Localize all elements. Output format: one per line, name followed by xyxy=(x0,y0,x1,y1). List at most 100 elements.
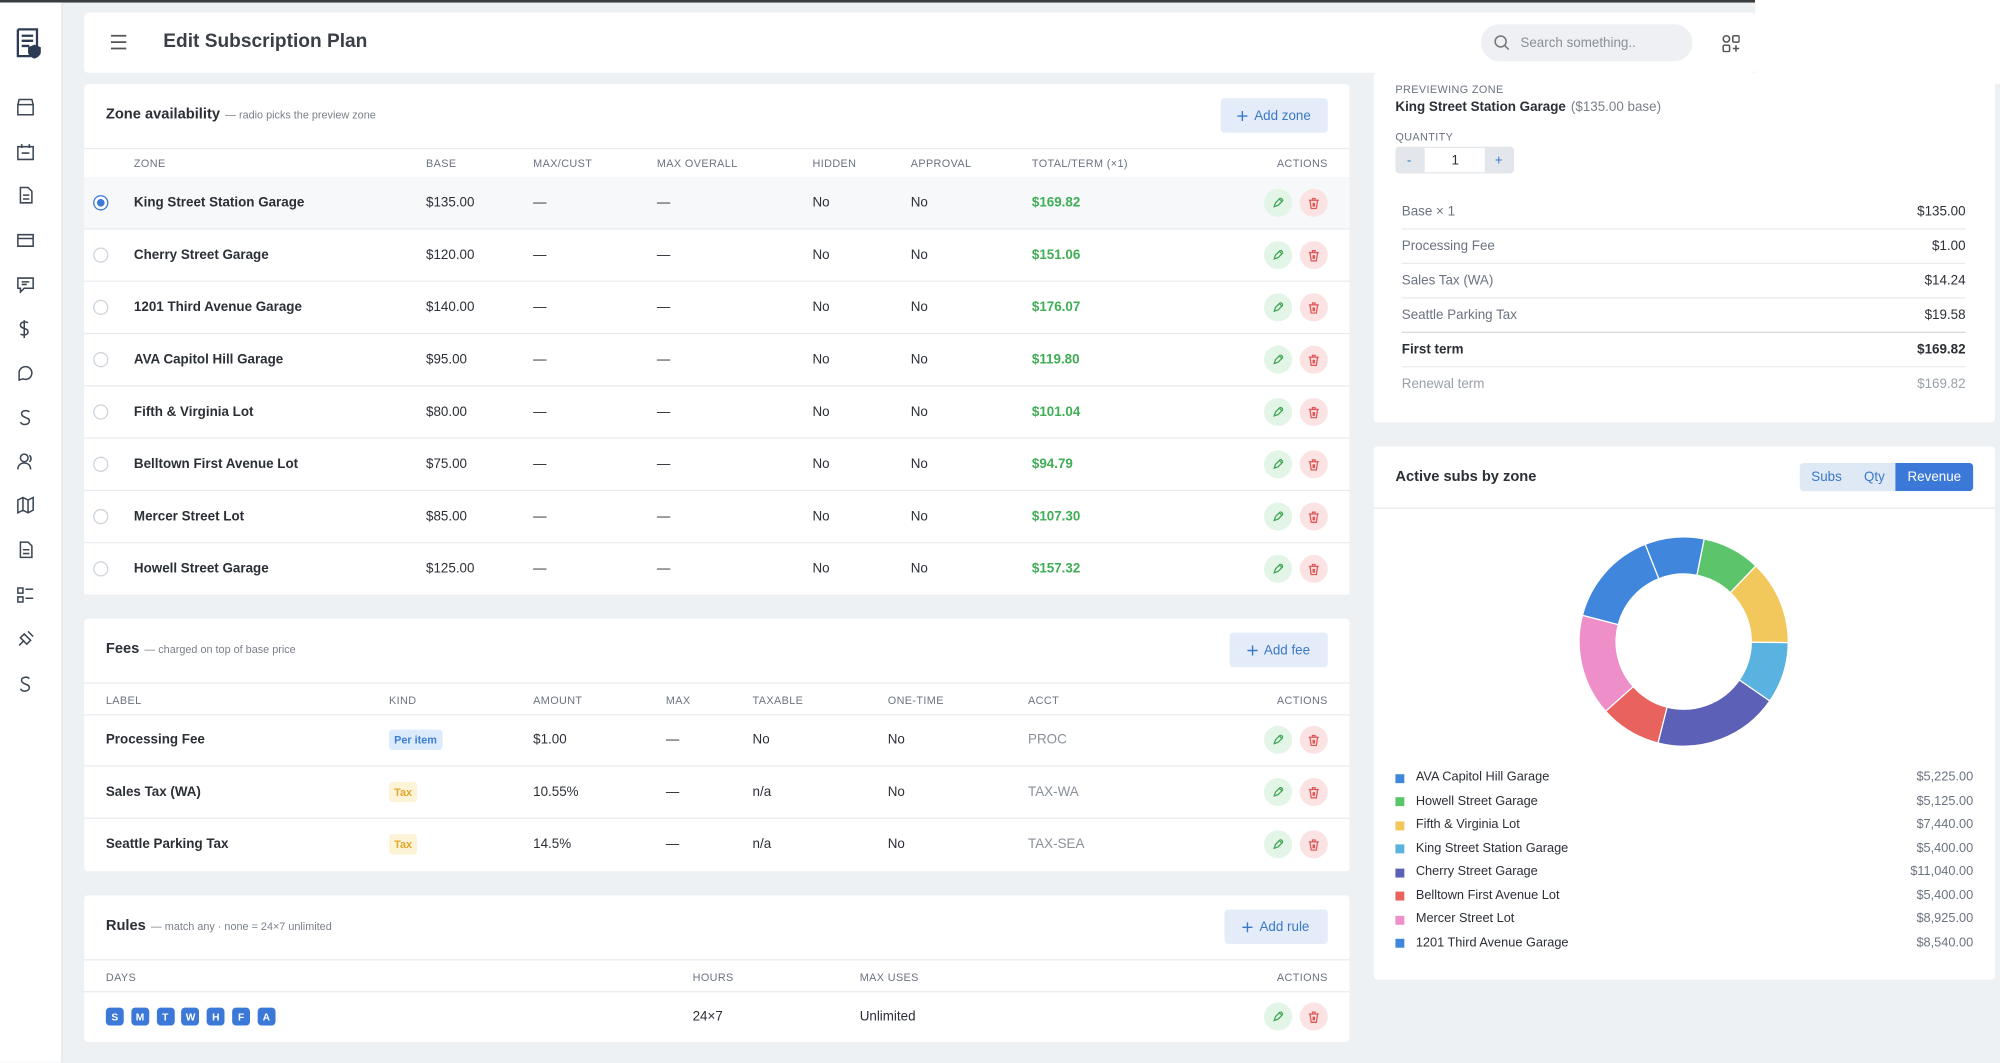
legend-swatch xyxy=(1395,867,1405,877)
edit-button[interactable] xyxy=(1264,188,1293,217)
zone-cell: $85.00 xyxy=(426,508,467,525)
nav-icon[interactable] xyxy=(17,231,35,249)
edit-button[interactable] xyxy=(1264,725,1293,754)
zone-cell: No xyxy=(812,247,830,263)
zone-cell: $94.79 xyxy=(1031,456,1073,472)
nav-icon[interactable] xyxy=(17,675,35,693)
column-header: ACTIONS xyxy=(1276,970,1328,984)
divider xyxy=(1401,297,1966,299)
fee-cell: TAX-WA xyxy=(1028,784,1079,800)
legend-swatch xyxy=(1395,773,1405,783)
tab[interactable]: Subs xyxy=(1811,469,1842,485)
nav-icon[interactable] xyxy=(17,496,35,514)
edit-button[interactable] xyxy=(1264,778,1293,807)
fee-cell: No xyxy=(887,732,905,748)
quantity-stepper[interactable]: - 1 + xyxy=(1395,146,1515,174)
delete-icon xyxy=(1308,353,1319,366)
nav-icon[interactable] xyxy=(17,364,35,382)
column-header: AMOUNT xyxy=(533,693,583,707)
zone-radio[interactable] xyxy=(93,508,109,525)
zone-cell: $140.00 xyxy=(426,299,475,316)
zone-cell: Cherry Street Garage xyxy=(133,247,269,263)
delete-shape xyxy=(1308,1010,1319,1023)
delete-icon xyxy=(1308,838,1319,851)
edit-button[interactable] xyxy=(1264,345,1293,374)
edit-button[interactable] xyxy=(1264,554,1293,583)
delete-button[interactable] xyxy=(1299,502,1328,531)
edit-icon xyxy=(1273,302,1284,313)
delete-button[interactable] xyxy=(1299,778,1328,807)
zone-cell: — xyxy=(656,561,671,577)
zone-cell: AVA Capitol Hill Garage xyxy=(133,352,284,368)
zone-cell: — xyxy=(533,247,547,263)
nav-icon[interactable] xyxy=(17,630,35,648)
delete-button[interactable] xyxy=(1299,830,1328,859)
add-button[interactable]: Add fee xyxy=(1229,632,1328,668)
summary-value: $135.00 xyxy=(1917,204,1966,220)
fee-cell: — xyxy=(665,784,680,800)
delete-button[interactable] xyxy=(1299,241,1328,270)
kind-badge: Tax xyxy=(389,834,418,855)
nav-icon[interactable] xyxy=(17,408,35,426)
edit-button[interactable] xyxy=(1264,1002,1293,1031)
zone-radio[interactable] xyxy=(93,404,109,420)
add-button[interactable]: Add zone xyxy=(1220,98,1328,133)
legend-label: King Street Station Garage xyxy=(1415,841,1569,856)
nav-icon[interactable] xyxy=(17,541,35,559)
nav-icon-shape xyxy=(17,496,34,514)
add-button[interactable]: Add rule xyxy=(1224,909,1328,944)
nav-icon[interactable] xyxy=(16,98,35,116)
delete-button[interactable] xyxy=(1299,1002,1328,1031)
legend-value: $7,440.00 xyxy=(1916,817,1974,832)
delete-button[interactable] xyxy=(1299,554,1328,583)
nav-icon[interactable] xyxy=(17,320,35,339)
zone-radio[interactable] xyxy=(93,247,109,263)
legend-label: AVA Capitol Hill Garage xyxy=(1415,770,1550,785)
nav-icon-shape xyxy=(19,541,33,559)
fee-cell: n/a xyxy=(752,784,772,800)
zone-radio[interactable] xyxy=(93,195,109,211)
edit-button[interactable] xyxy=(1264,293,1293,322)
delete-button[interactable] xyxy=(1299,293,1328,322)
nav-icon[interactable] xyxy=(17,276,35,294)
row-bg xyxy=(84,438,1350,490)
edit-button[interactable] xyxy=(1264,241,1293,270)
edit-shape xyxy=(1273,406,1284,417)
header: Edit Subscription Plan Search something.… xyxy=(84,12,1756,73)
zone-radio[interactable] xyxy=(93,561,109,577)
row-bg xyxy=(84,334,1350,386)
zone-radio[interactable] xyxy=(93,352,109,368)
nav-icon[interactable] xyxy=(17,453,35,471)
edit-button[interactable] xyxy=(1264,830,1293,859)
section-title: Fees — charged on top of base price xyxy=(105,641,296,657)
legend-swatch xyxy=(1395,938,1405,948)
search-box[interactable]: Search something.. xyxy=(1480,24,1693,62)
nav-icon[interactable] xyxy=(17,585,35,603)
delete-button[interactable] xyxy=(1299,345,1328,374)
delete-button[interactable] xyxy=(1299,725,1328,754)
delete-shape xyxy=(1308,510,1319,523)
nav-icon[interactable] xyxy=(17,186,35,204)
delete-icon xyxy=(1308,563,1319,575)
quantity-input[interactable]: 1 xyxy=(1424,147,1485,173)
zone-radio[interactable] xyxy=(93,299,109,316)
minus-button[interactable]: - xyxy=(1406,152,1412,168)
edit-button[interactable] xyxy=(1264,450,1293,479)
menu-button[interactable] xyxy=(110,34,128,50)
divider xyxy=(84,228,1350,230)
tab[interactable]: Revenue xyxy=(1895,463,1974,492)
edit-button[interactable] xyxy=(1264,502,1293,531)
nav-icon[interactable] xyxy=(17,143,35,161)
tab[interactable]: Qty xyxy=(1863,469,1885,485)
zone-cell: No xyxy=(910,247,928,263)
delete-button[interactable] xyxy=(1299,397,1328,427)
plus-button[interactable]: + xyxy=(1494,152,1503,168)
legend-value: $5,125.00 xyxy=(1916,794,1974,809)
delete-shape xyxy=(1308,301,1319,314)
apps-button[interactable] xyxy=(1722,34,1740,53)
zone-radio[interactable] xyxy=(93,456,109,472)
delete-button[interactable] xyxy=(1299,450,1328,479)
edit-button[interactable] xyxy=(1264,397,1293,427)
delete-button[interactable] xyxy=(1299,188,1328,217)
legend-value: $8,540.00 xyxy=(1916,935,1974,950)
